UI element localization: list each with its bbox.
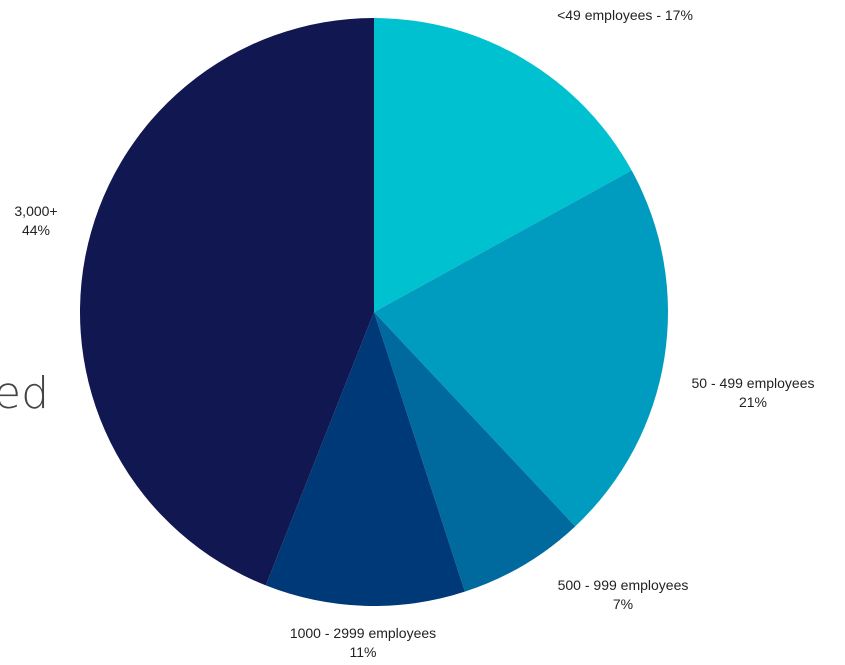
pie-labels: <49 employees - 17% 50 - 499 employees 21%… — [14, 7, 814, 660]
pie-slice — [79, 18, 375, 586]
slice-label-line: 1000 - 2999 employees — [290, 625, 436, 641]
slice-label-line: 11% — [350, 644, 377, 660]
slice-label-line: 21% — [739, 394, 767, 410]
slice-label-line: <49 employees - 17% — [557, 7, 693, 23]
background-partial-text: ed — [0, 368, 49, 419]
slice-label-line: 3,000+ — [14, 203, 57, 219]
pie-slice — [374, 18, 632, 312]
pie-slice — [374, 312, 576, 592]
slice-label: 3,000+ 44% — [14, 203, 57, 238]
pie-slice — [265, 312, 465, 606]
slice-label: 500 - 999 employees 7% — [558, 577, 689, 612]
slice-label-line: 500 - 999 employees — [558, 577, 689, 593]
slice-label-line: 7% — [613, 596, 633, 612]
slice-label: 1000 - 2999 employees 11% — [290, 625, 436, 660]
slice-label-line: 44% — [22, 222, 50, 238]
pie-slice — [374, 170, 668, 527]
pie-slices — [79, 18, 668, 606]
slice-label: <49 employees - 17% — [557, 7, 693, 23]
slice-label: 50 - 499 employees 21% — [692, 375, 815, 410]
slice-label-line: 50 - 499 employees — [692, 375, 815, 391]
